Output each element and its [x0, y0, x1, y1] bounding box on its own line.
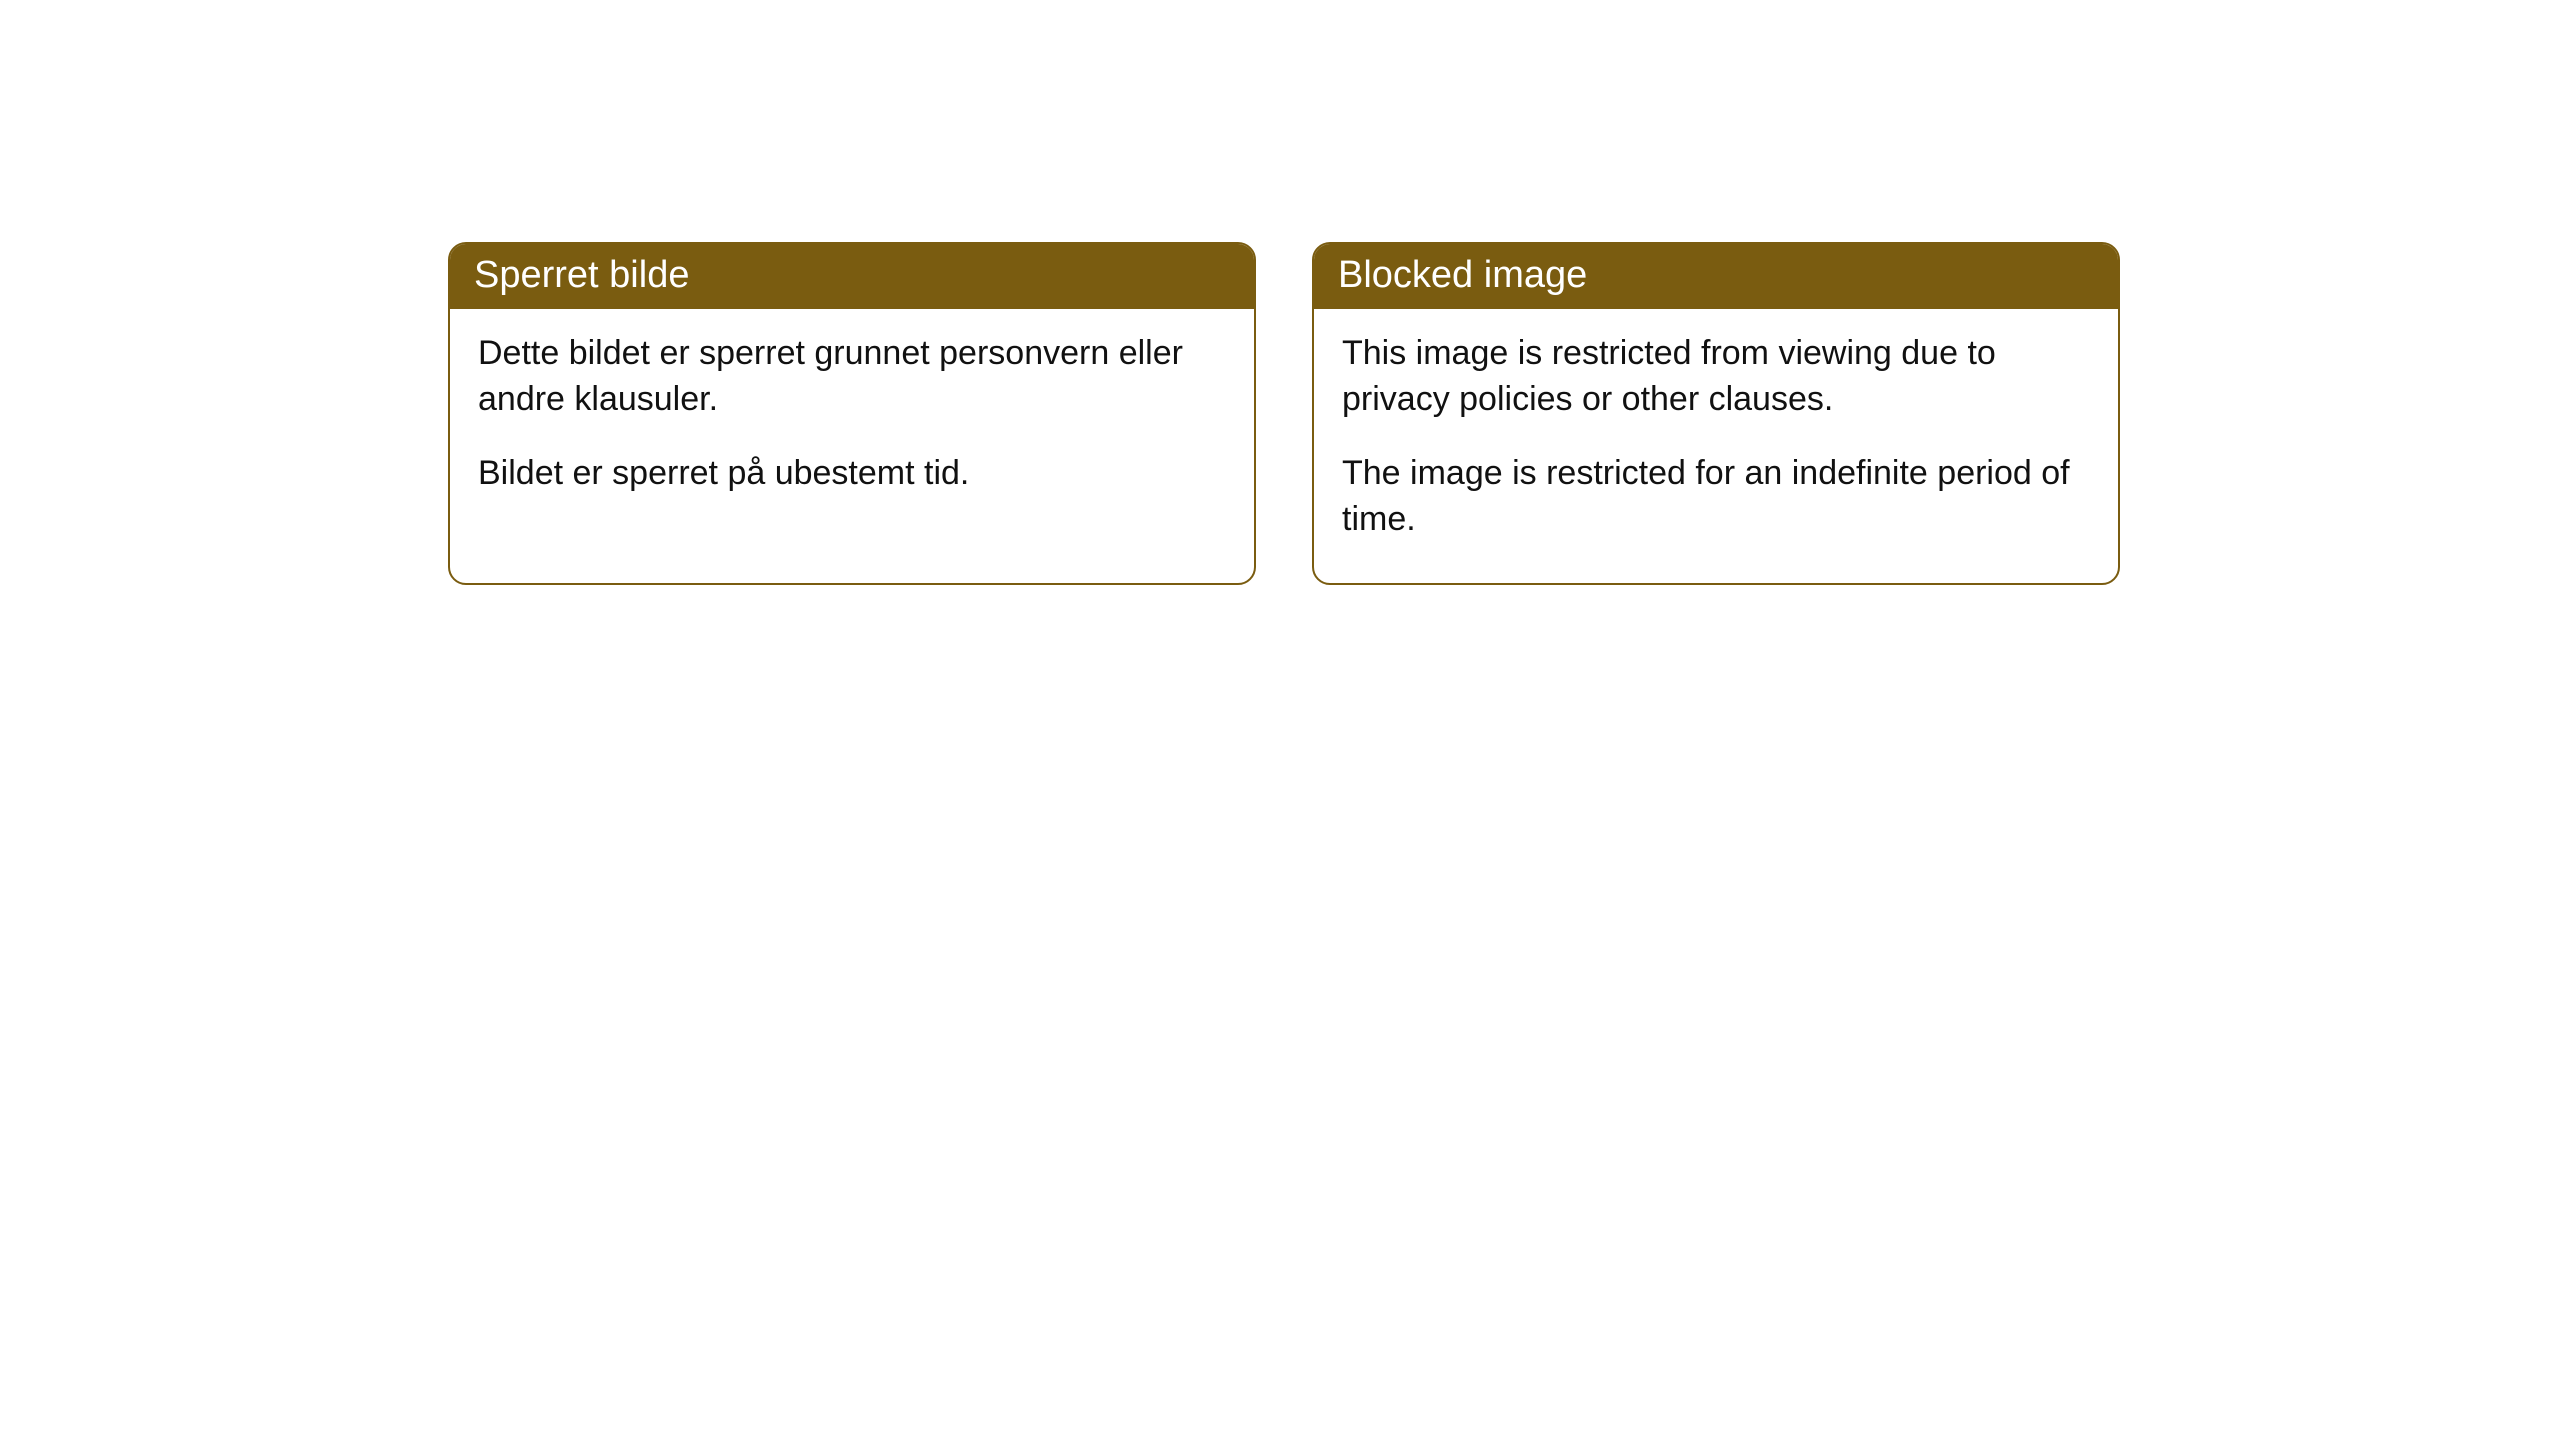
card-header: Sperret bilde — [450, 244, 1254, 309]
card-body: Dette bildet er sperret grunnet personve… — [450, 309, 1254, 537]
blocked-image-card-norwegian: Sperret bilde Dette bildet er sperret gr… — [448, 242, 1256, 585]
notice-cards-container: Sperret bilde Dette bildet er sperret gr… — [448, 242, 2120, 585]
card-header: Blocked image — [1314, 244, 2118, 309]
blocked-image-card-english: Blocked image This image is restricted f… — [1312, 242, 2120, 585]
card-body: This image is restricted from viewing du… — [1314, 309, 2118, 583]
card-paragraph: This image is restricted from viewing du… — [1342, 331, 2090, 423]
card-paragraph: The image is restricted for an indefinit… — [1342, 451, 2090, 543]
card-paragraph: Bildet er sperret på ubestemt tid. — [478, 451, 1226, 497]
card-title: Blocked image — [1338, 254, 1587, 296]
card-paragraph: Dette bildet er sperret grunnet personve… — [478, 331, 1226, 423]
card-title: Sperret bilde — [474, 254, 689, 296]
